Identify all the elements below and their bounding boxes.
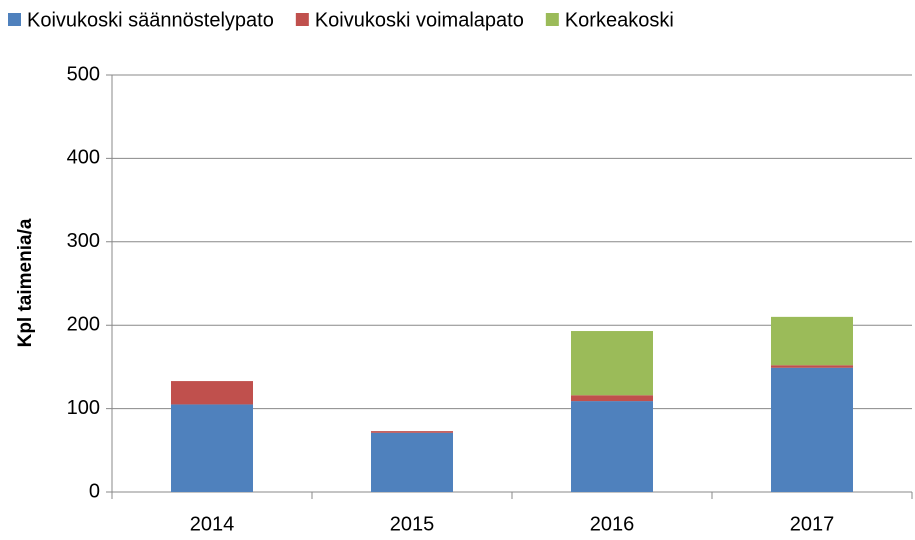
legend-label: Korkeakoski <box>565 9 674 31</box>
bar-segment <box>571 395 653 402</box>
legend-label: Koivukoski voimalapato <box>315 9 524 31</box>
bar-segment <box>771 316 853 366</box>
bar-segment <box>371 432 453 492</box>
legend-swatch <box>295 13 309 26</box>
bar-segment <box>371 431 453 433</box>
x-tick-label: 2016 <box>590 513 635 535</box>
y-tick-label: 200 <box>67 313 100 335</box>
bar-segment <box>771 365 853 368</box>
y-tick-label: 100 <box>67 397 100 419</box>
bar-segment <box>171 404 253 492</box>
y-tick-label: 400 <box>67 147 100 169</box>
x-tick-label: 2014 <box>190 513 235 535</box>
x-tick-label: 2015 <box>390 513 435 535</box>
bar-segment <box>571 401 653 492</box>
bar-segment <box>571 331 653 396</box>
legend-swatch <box>545 13 559 26</box>
y-axis-label: Kpl taimenia/a <box>15 218 36 347</box>
y-tick-label: 300 <box>67 230 100 252</box>
y-tick-label: 0 <box>89 480 100 502</box>
bar-segment <box>771 367 853 492</box>
y-tick-label: 500 <box>67 63 100 85</box>
legend-swatch <box>8 13 21 26</box>
legend-label: Koivukoski säännöstelypato <box>27 9 274 31</box>
x-tick-label: 2017 <box>790 513 835 535</box>
bar-segment <box>171 381 253 405</box>
